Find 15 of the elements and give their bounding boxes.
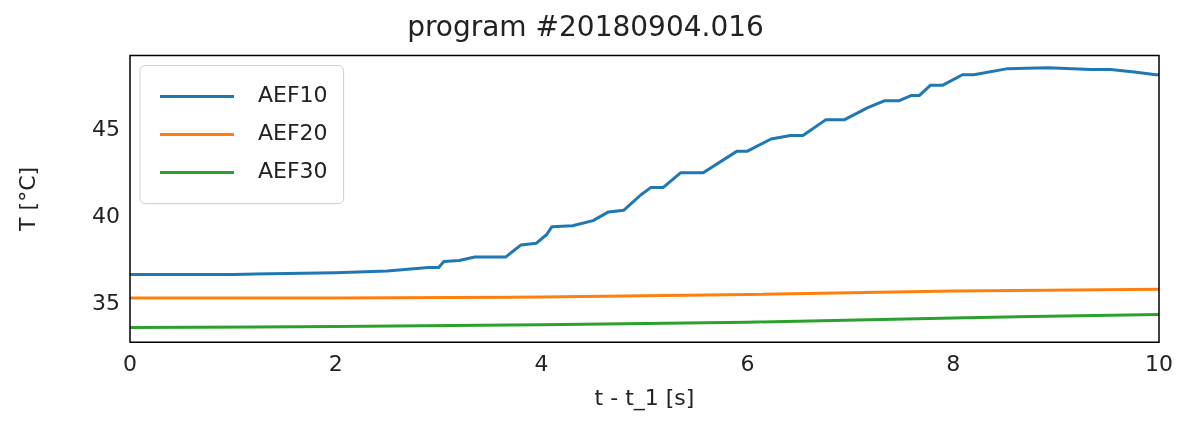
x-tick-label: 2 (328, 351, 343, 377)
x-axis-title: t - t_1 [s] (594, 384, 695, 411)
y-tick-label: 45 (92, 116, 120, 142)
legend-label: AEF10 (258, 82, 328, 108)
x-tick-label: 4 (534, 351, 549, 377)
x-tick-label: 0 (123, 351, 137, 377)
legend-label: AEF20 (258, 120, 328, 146)
y-axis-title: T [°C] (14, 166, 40, 232)
chart-title: program #20180904.016 (407, 10, 764, 44)
y-tick-label: 35 (92, 289, 120, 315)
x-tick-label: 8 (946, 351, 961, 377)
y-tick-label: 40 (92, 202, 120, 228)
legend-label: AEF30 (258, 158, 328, 184)
x-tick-label: 10 (1145, 351, 1173, 377)
x-tick-label: 6 (740, 351, 755, 377)
